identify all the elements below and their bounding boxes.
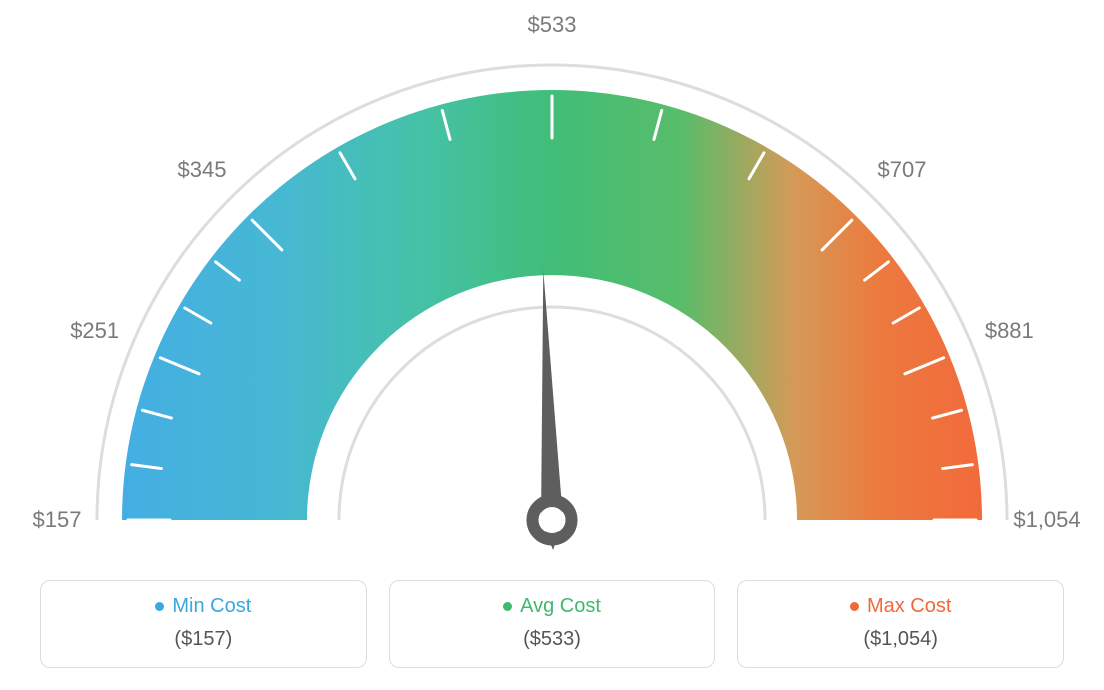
legend-label-max: Max Cost bbox=[867, 595, 951, 618]
chart-container: $157 $251 $345 $533 $707 $881 $1,054 Min Cost … bbox=[0, 0, 1104, 690]
legend-label-min: Min Cost bbox=[172, 595, 251, 618]
scale-label: $1,054 bbox=[1013, 507, 1080, 533]
scale-label: $707 bbox=[878, 157, 927, 183]
scale-label: $251 bbox=[70, 318, 119, 344]
legend-title-avg: Avg Cost bbox=[503, 595, 601, 618]
legend-dot-max bbox=[850, 602, 859, 611]
gauge-svg bbox=[0, 0, 1104, 560]
legend-title-max: Max Cost bbox=[850, 595, 951, 618]
legend-title-min: Min Cost bbox=[155, 595, 251, 618]
legend-card-avg: Avg Cost ($533) bbox=[389, 580, 716, 668]
scale-label: $533 bbox=[528, 12, 577, 38]
legend-value-min: ($157) bbox=[51, 628, 356, 651]
scale-label: $881 bbox=[985, 318, 1034, 344]
scale-label: $157 bbox=[33, 507, 82, 533]
legend-card-max: Max Cost ($1,054) bbox=[737, 580, 1064, 668]
legend-dot-min bbox=[155, 602, 164, 611]
legend-dot-avg bbox=[503, 602, 512, 611]
legend-label-avg: Avg Cost bbox=[520, 595, 601, 618]
legend-row: Min Cost ($157) Avg Cost ($533) Max Cost… bbox=[40, 580, 1064, 668]
legend-value-max: ($1,054) bbox=[748, 628, 1053, 651]
gauge-area: $157 $251 $345 $533 $707 $881 $1,054 bbox=[0, 0, 1104, 560]
legend-value-avg: ($533) bbox=[400, 628, 705, 651]
legend-card-min: Min Cost ($157) bbox=[40, 580, 367, 668]
scale-label: $345 bbox=[177, 157, 226, 183]
